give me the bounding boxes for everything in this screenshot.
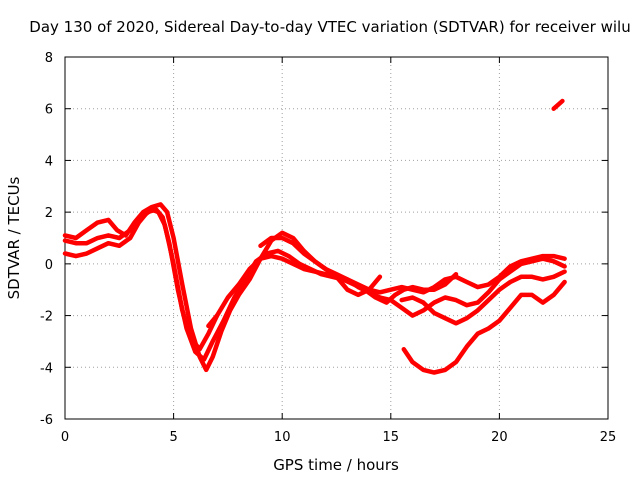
x-tick-label: 10 [274,430,291,445]
y-axis: -6 -4 -2 0 2 4 6 8 [40,51,608,428]
x-tick-label: 5 [169,430,177,445]
y-tick-label: 2 [45,206,53,221]
x-tick-label: 15 [383,430,400,445]
y-tick-label: 0 [45,258,53,273]
grid [65,57,608,419]
series-pass-6 [401,279,567,375]
y-tick-label: 4 [45,154,53,169]
y-tick-label: 8 [45,51,53,66]
data-series [62,98,567,375]
chart-title: Day 130 of 2020, Sidereal Day-to-day VTE… [29,18,630,36]
x-tick-label: 0 [61,430,69,445]
x-tick-label: 25 [600,430,617,445]
y-tick-label: 6 [45,103,53,118]
series-pass-5 [399,269,567,326]
x-axis: 0 5 10 15 20 25 [61,57,616,445]
series-pass-1 [62,202,383,373]
series-pass-3 [62,207,567,352]
series-pass-8 [551,98,565,111]
plot-frame [64,56,609,420]
y-axis-label: SDTVAR / TECUs [5,176,23,299]
series-pass-7 [206,313,220,329]
y-tick-label: -2 [40,310,53,325]
x-tick-label: 20 [491,430,508,445]
y-tick-label: -4 [40,361,53,376]
x-axis-label: GPS time / hours [273,456,399,474]
series-pass-4 [258,235,567,318]
y-tick-label: -6 [40,413,53,428]
